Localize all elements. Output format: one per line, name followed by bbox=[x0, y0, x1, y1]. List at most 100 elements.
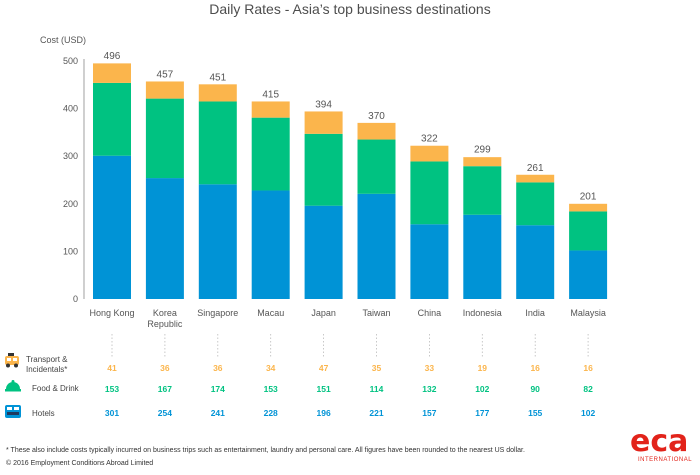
category-label-line: Korea bbox=[153, 308, 177, 318]
transport-label-a: Transport & bbox=[26, 355, 68, 364]
y-axis: 0 100 200 300 400 500 bbox=[63, 56, 85, 304]
y-tick-label: 400 bbox=[63, 104, 78, 114]
table-value: 196 bbox=[317, 408, 331, 418]
category-label-line: Republic bbox=[147, 319, 183, 329]
logo-subtext: INTERNATIONAL bbox=[638, 457, 692, 463]
table-value: 16 bbox=[530, 363, 540, 373]
bar-segment bbox=[198, 184, 237, 299]
table-value: 301 bbox=[105, 408, 119, 418]
row-label-hotels: Hotels bbox=[32, 409, 55, 418]
table-value: 167 bbox=[158, 384, 172, 394]
chart-title: Daily Rates - Asia’s top business destin… bbox=[209, 1, 490, 17]
table-value: 254 bbox=[158, 408, 172, 418]
table-value: 155 bbox=[528, 408, 542, 418]
bar-total-label: 299 bbox=[474, 145, 491, 156]
copyright: © 2016 Employment Conditions Abroad Limi… bbox=[6, 459, 153, 467]
category-label-line: India bbox=[525, 308, 545, 318]
table-value: 36 bbox=[160, 363, 170, 373]
bar-totals: 496 457 451 415 394 370 322 299 261 201 bbox=[104, 51, 597, 202]
bars bbox=[93, 63, 608, 299]
bar-segment bbox=[251, 101, 290, 118]
category-label-line: Indonesia bbox=[463, 308, 502, 318]
transport-label-b: Incidentals* bbox=[26, 365, 67, 374]
table-value: 177 bbox=[475, 408, 489, 418]
table-value: 153 bbox=[264, 384, 278, 394]
row-label-transport-line1: Transport & Incidentals* bbox=[26, 355, 70, 374]
table-value: 132 bbox=[422, 384, 436, 394]
y-axis-label: Cost (USD) bbox=[40, 35, 86, 45]
bar-total-label: 496 bbox=[104, 51, 121, 62]
bar-segment bbox=[569, 250, 608, 299]
table-value: 241 bbox=[211, 408, 225, 418]
bar-segment bbox=[145, 81, 184, 99]
bar-segment bbox=[569, 203, 608, 212]
bar-segment bbox=[304, 133, 343, 206]
bar-total-label: 394 bbox=[315, 99, 332, 110]
category-label-line: Singapore bbox=[197, 308, 238, 318]
category-label: Korea Republic bbox=[147, 308, 183, 329]
taxi-icon bbox=[5, 353, 19, 368]
bar-segment bbox=[516, 174, 555, 183]
category-label-line: Taiwan bbox=[362, 308, 390, 318]
table-value: 35 bbox=[372, 363, 382, 373]
bar-segment bbox=[145, 98, 184, 179]
bar-segment bbox=[357, 139, 396, 194]
bar-segment bbox=[463, 157, 502, 167]
category-label: India bbox=[525, 308, 545, 318]
table-value: 102 bbox=[475, 384, 489, 394]
bar-segment bbox=[251, 190, 290, 299]
category-label-line: Malaysia bbox=[570, 308, 606, 318]
table-value: 228 bbox=[264, 408, 278, 418]
category-label: Macau bbox=[257, 308, 284, 318]
bar-total-label: 201 bbox=[580, 191, 597, 202]
category-label: Taiwan bbox=[362, 308, 390, 318]
bar-segment bbox=[463, 166, 502, 215]
bar-segment bbox=[93, 63, 131, 83]
eca-logo: eca INTERNATIONAL bbox=[630, 424, 692, 463]
logo-text: eca bbox=[630, 424, 688, 459]
table-value: 82 bbox=[583, 384, 593, 394]
bar-segment bbox=[251, 117, 290, 191]
table-value: 102 bbox=[581, 408, 595, 418]
bar-total-label: 322 bbox=[421, 134, 438, 145]
bar-segment bbox=[410, 161, 449, 225]
table-value: 174 bbox=[211, 384, 225, 394]
bar-segment bbox=[463, 214, 502, 299]
table-value: 90 bbox=[530, 384, 540, 394]
bar-segment bbox=[304, 111, 343, 134]
table-value: 114 bbox=[370, 384, 384, 394]
category-label: China bbox=[418, 308, 442, 318]
category-label-line: Japan bbox=[311, 308, 336, 318]
category-label-line: Macau bbox=[257, 308, 284, 318]
bar-segment bbox=[410, 145, 449, 162]
table-value: 41 bbox=[107, 363, 117, 373]
table-value: 19 bbox=[478, 363, 488, 373]
bar-total-label: 451 bbox=[209, 72, 226, 83]
category-label: Indonesia bbox=[463, 308, 502, 318]
bar-segment bbox=[516, 225, 555, 299]
category-label: Singapore bbox=[197, 308, 238, 318]
category-label-line: China bbox=[418, 308, 442, 318]
table-value: 16 bbox=[583, 363, 593, 373]
bar-segment bbox=[516, 182, 555, 226]
footnote: * These also include costs typically inc… bbox=[6, 447, 525, 454]
food-dish-icon bbox=[5, 380, 21, 392]
table-value: 157 bbox=[422, 408, 436, 418]
bar-segment bbox=[93, 82, 131, 156]
bar-segment bbox=[357, 193, 396, 299]
bar-total-label: 457 bbox=[157, 69, 174, 80]
category-label: Hong Kong bbox=[89, 308, 134, 318]
table-value: 36 bbox=[213, 363, 223, 373]
category-label: Malaysia bbox=[570, 308, 606, 318]
y-tick-label: 300 bbox=[63, 151, 78, 161]
bar-segment bbox=[198, 101, 237, 185]
bar-segment bbox=[410, 224, 449, 299]
table-value: 33 bbox=[425, 363, 435, 373]
bar-total-label: 415 bbox=[262, 89, 279, 100]
bar-total-label: 261 bbox=[527, 163, 544, 174]
bar-segment bbox=[145, 178, 184, 299]
table-value: 47 bbox=[319, 363, 329, 373]
bar-total-label: 370 bbox=[368, 111, 385, 122]
bar-segment bbox=[198, 84, 237, 102]
